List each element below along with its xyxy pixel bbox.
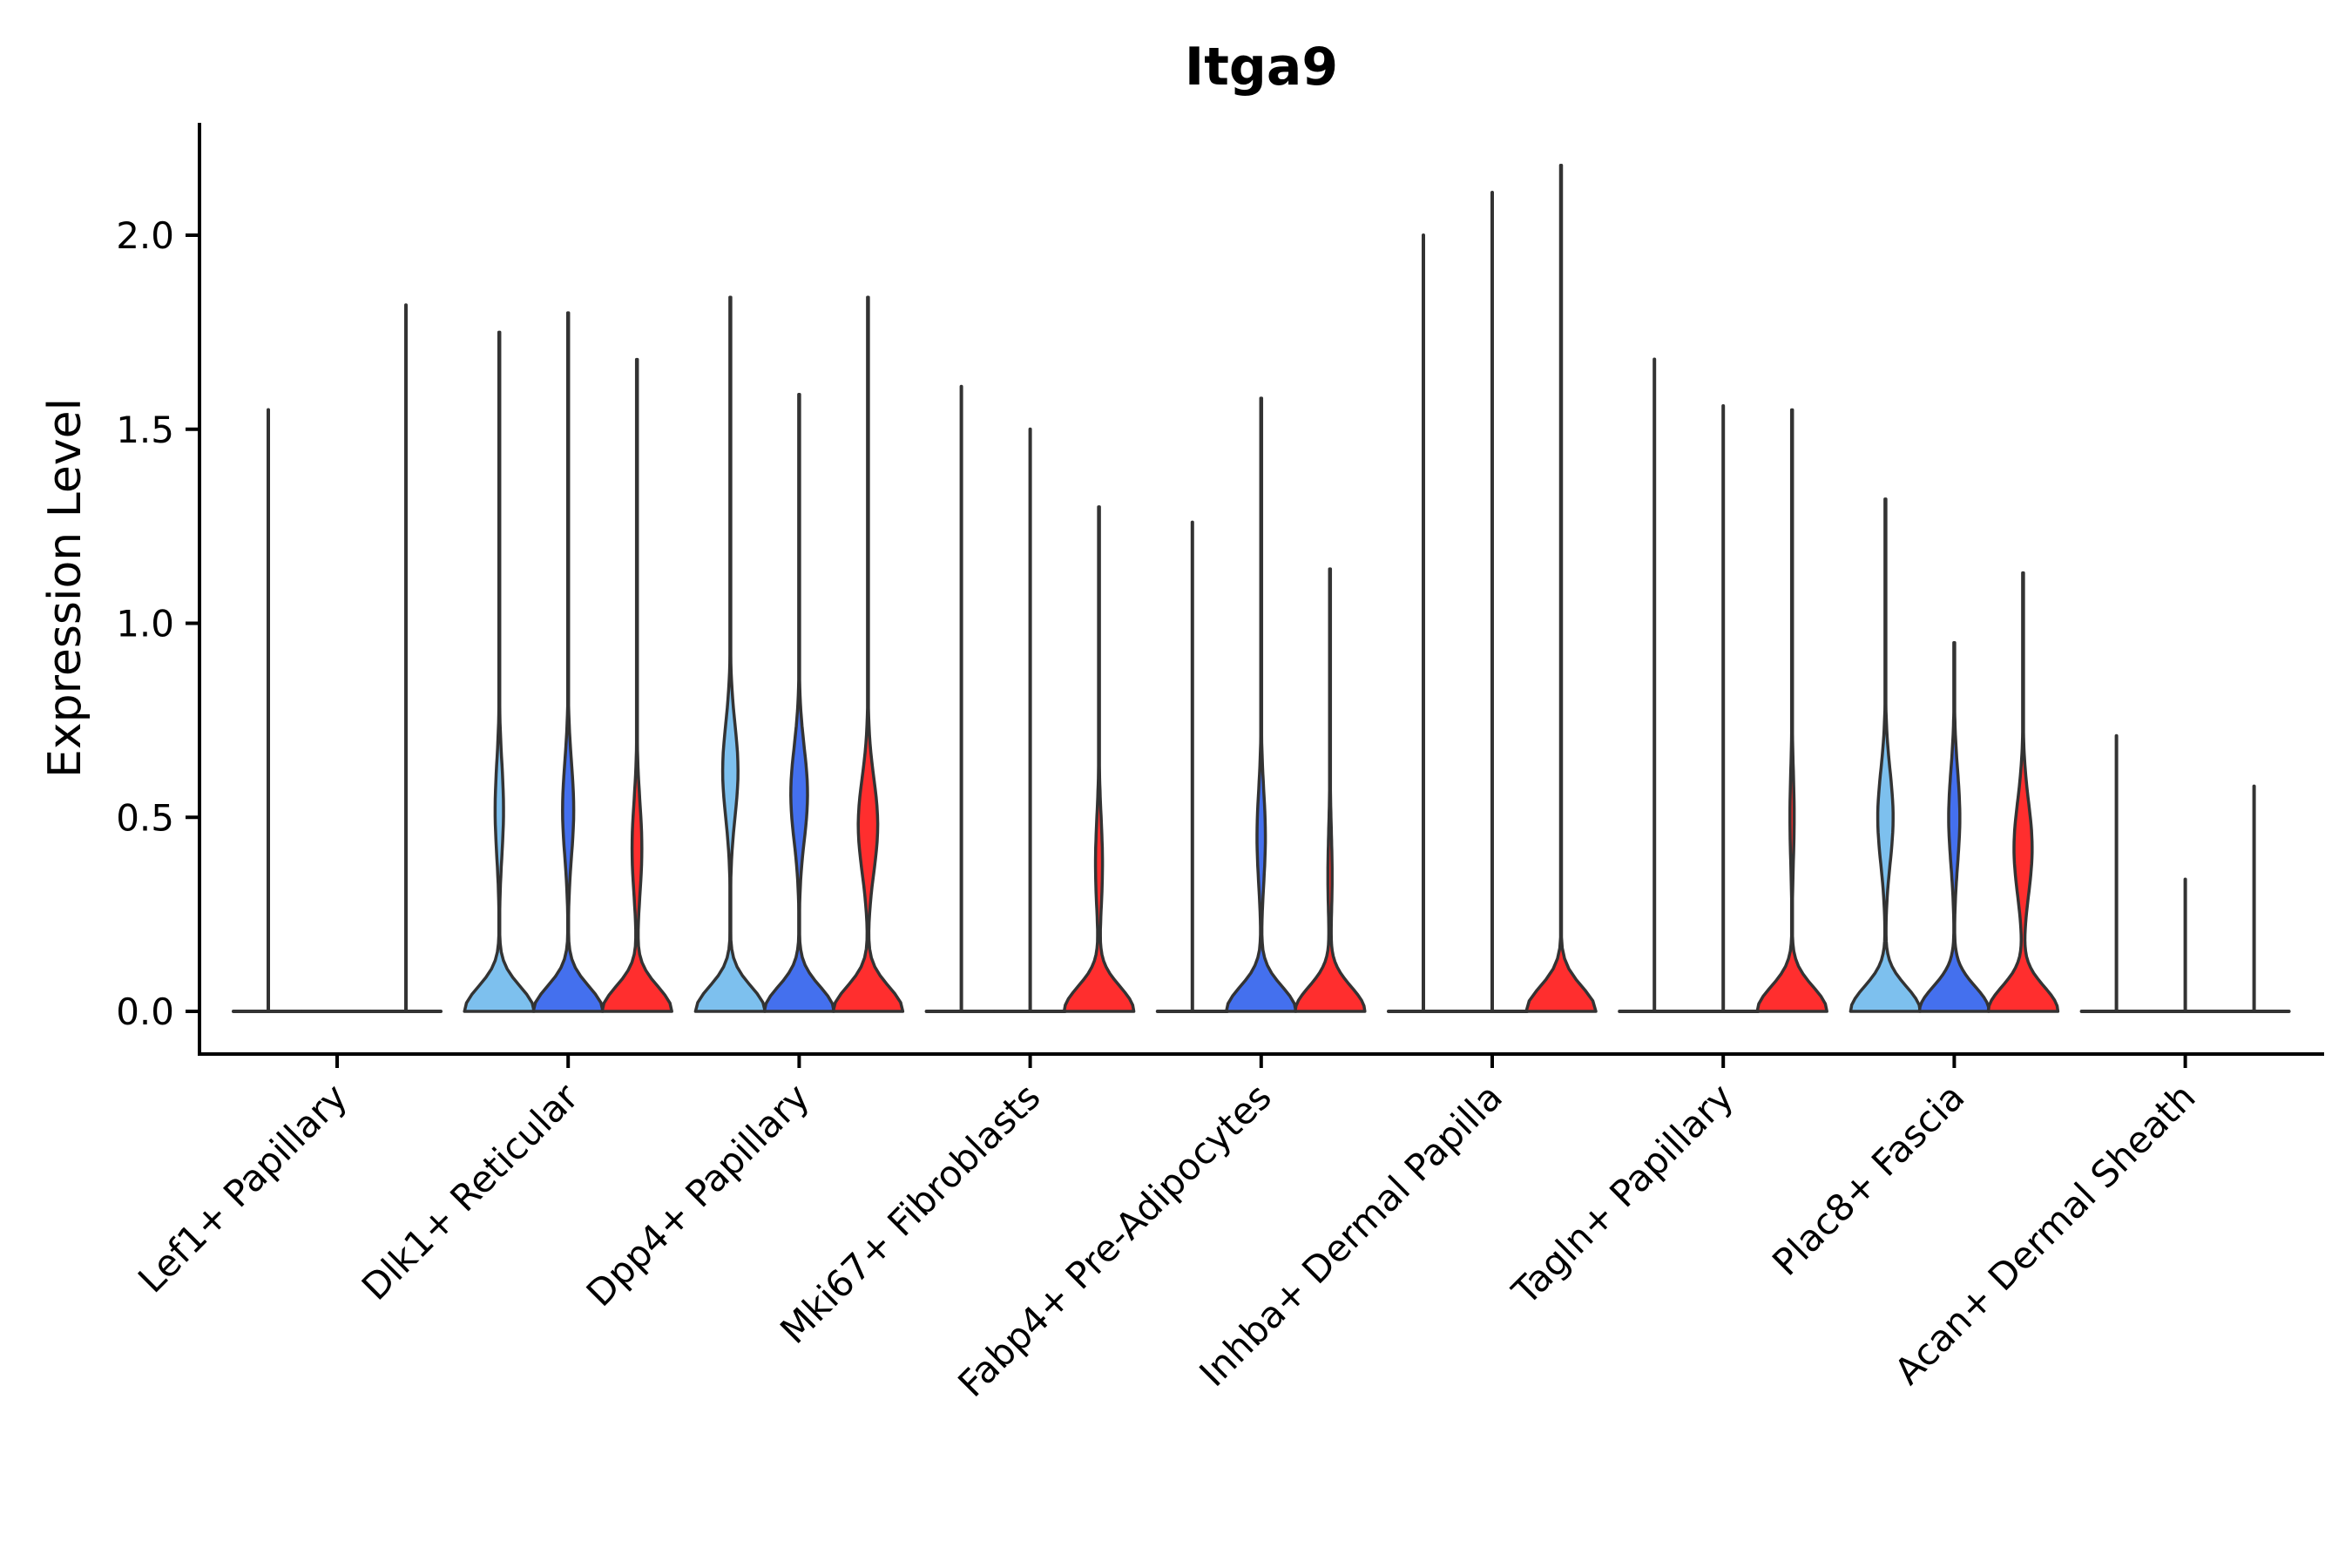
violin-group-2: [762, 392, 836, 1013]
x-tick-label: Lef1+ Papillary: [130, 1075, 355, 1301]
violin-group-1: [693, 295, 767, 1013]
violin-group-3: [1986, 571, 2060, 1013]
y-tick-label: 0.5: [116, 796, 174, 839]
x-tick-label: Dlk1+ Reticular: [354, 1075, 587, 1308]
x-tick-label: Plac8+ Fascia: [1764, 1075, 1972, 1283]
violin-group-3: [1294, 567, 1367, 1013]
violin-group-3: [1755, 408, 1828, 1013]
y-tick-label: 1.5: [116, 409, 174, 451]
violin-group-3: [600, 357, 673, 1013]
violin-group-2: [1917, 641, 1991, 1013]
x-tick-label: Mki67+ Fibroblasts: [772, 1075, 1048, 1351]
chart-title: Itga9: [1185, 37, 1338, 98]
violin-group-2: [1225, 396, 1298, 1013]
violin-layer: [232, 164, 2291, 1013]
violin-group-3: [1524, 164, 1598, 1013]
violin-group-1: [1848, 497, 1923, 1013]
x-tick-label: Dpp4+ Papillary: [578, 1075, 818, 1315]
violin-group-2: [531, 311, 605, 1013]
y-tick-label: 1.0: [116, 603, 174, 645]
y-tick-label: 2.0: [116, 214, 174, 257]
violin-group-1: [463, 330, 536, 1013]
x-tick-label: Tagln+ Papillary: [1504, 1075, 1741, 1313]
violin-group-3: [1062, 505, 1136, 1013]
y-ticks: 0.0 0.5 1.0 1.5 2.0: [116, 214, 199, 1033]
y-tick-label: 0.0: [116, 990, 174, 1033]
violin-group-3: [831, 295, 905, 1013]
y-axis-label: Expression Level: [39, 398, 91, 778]
